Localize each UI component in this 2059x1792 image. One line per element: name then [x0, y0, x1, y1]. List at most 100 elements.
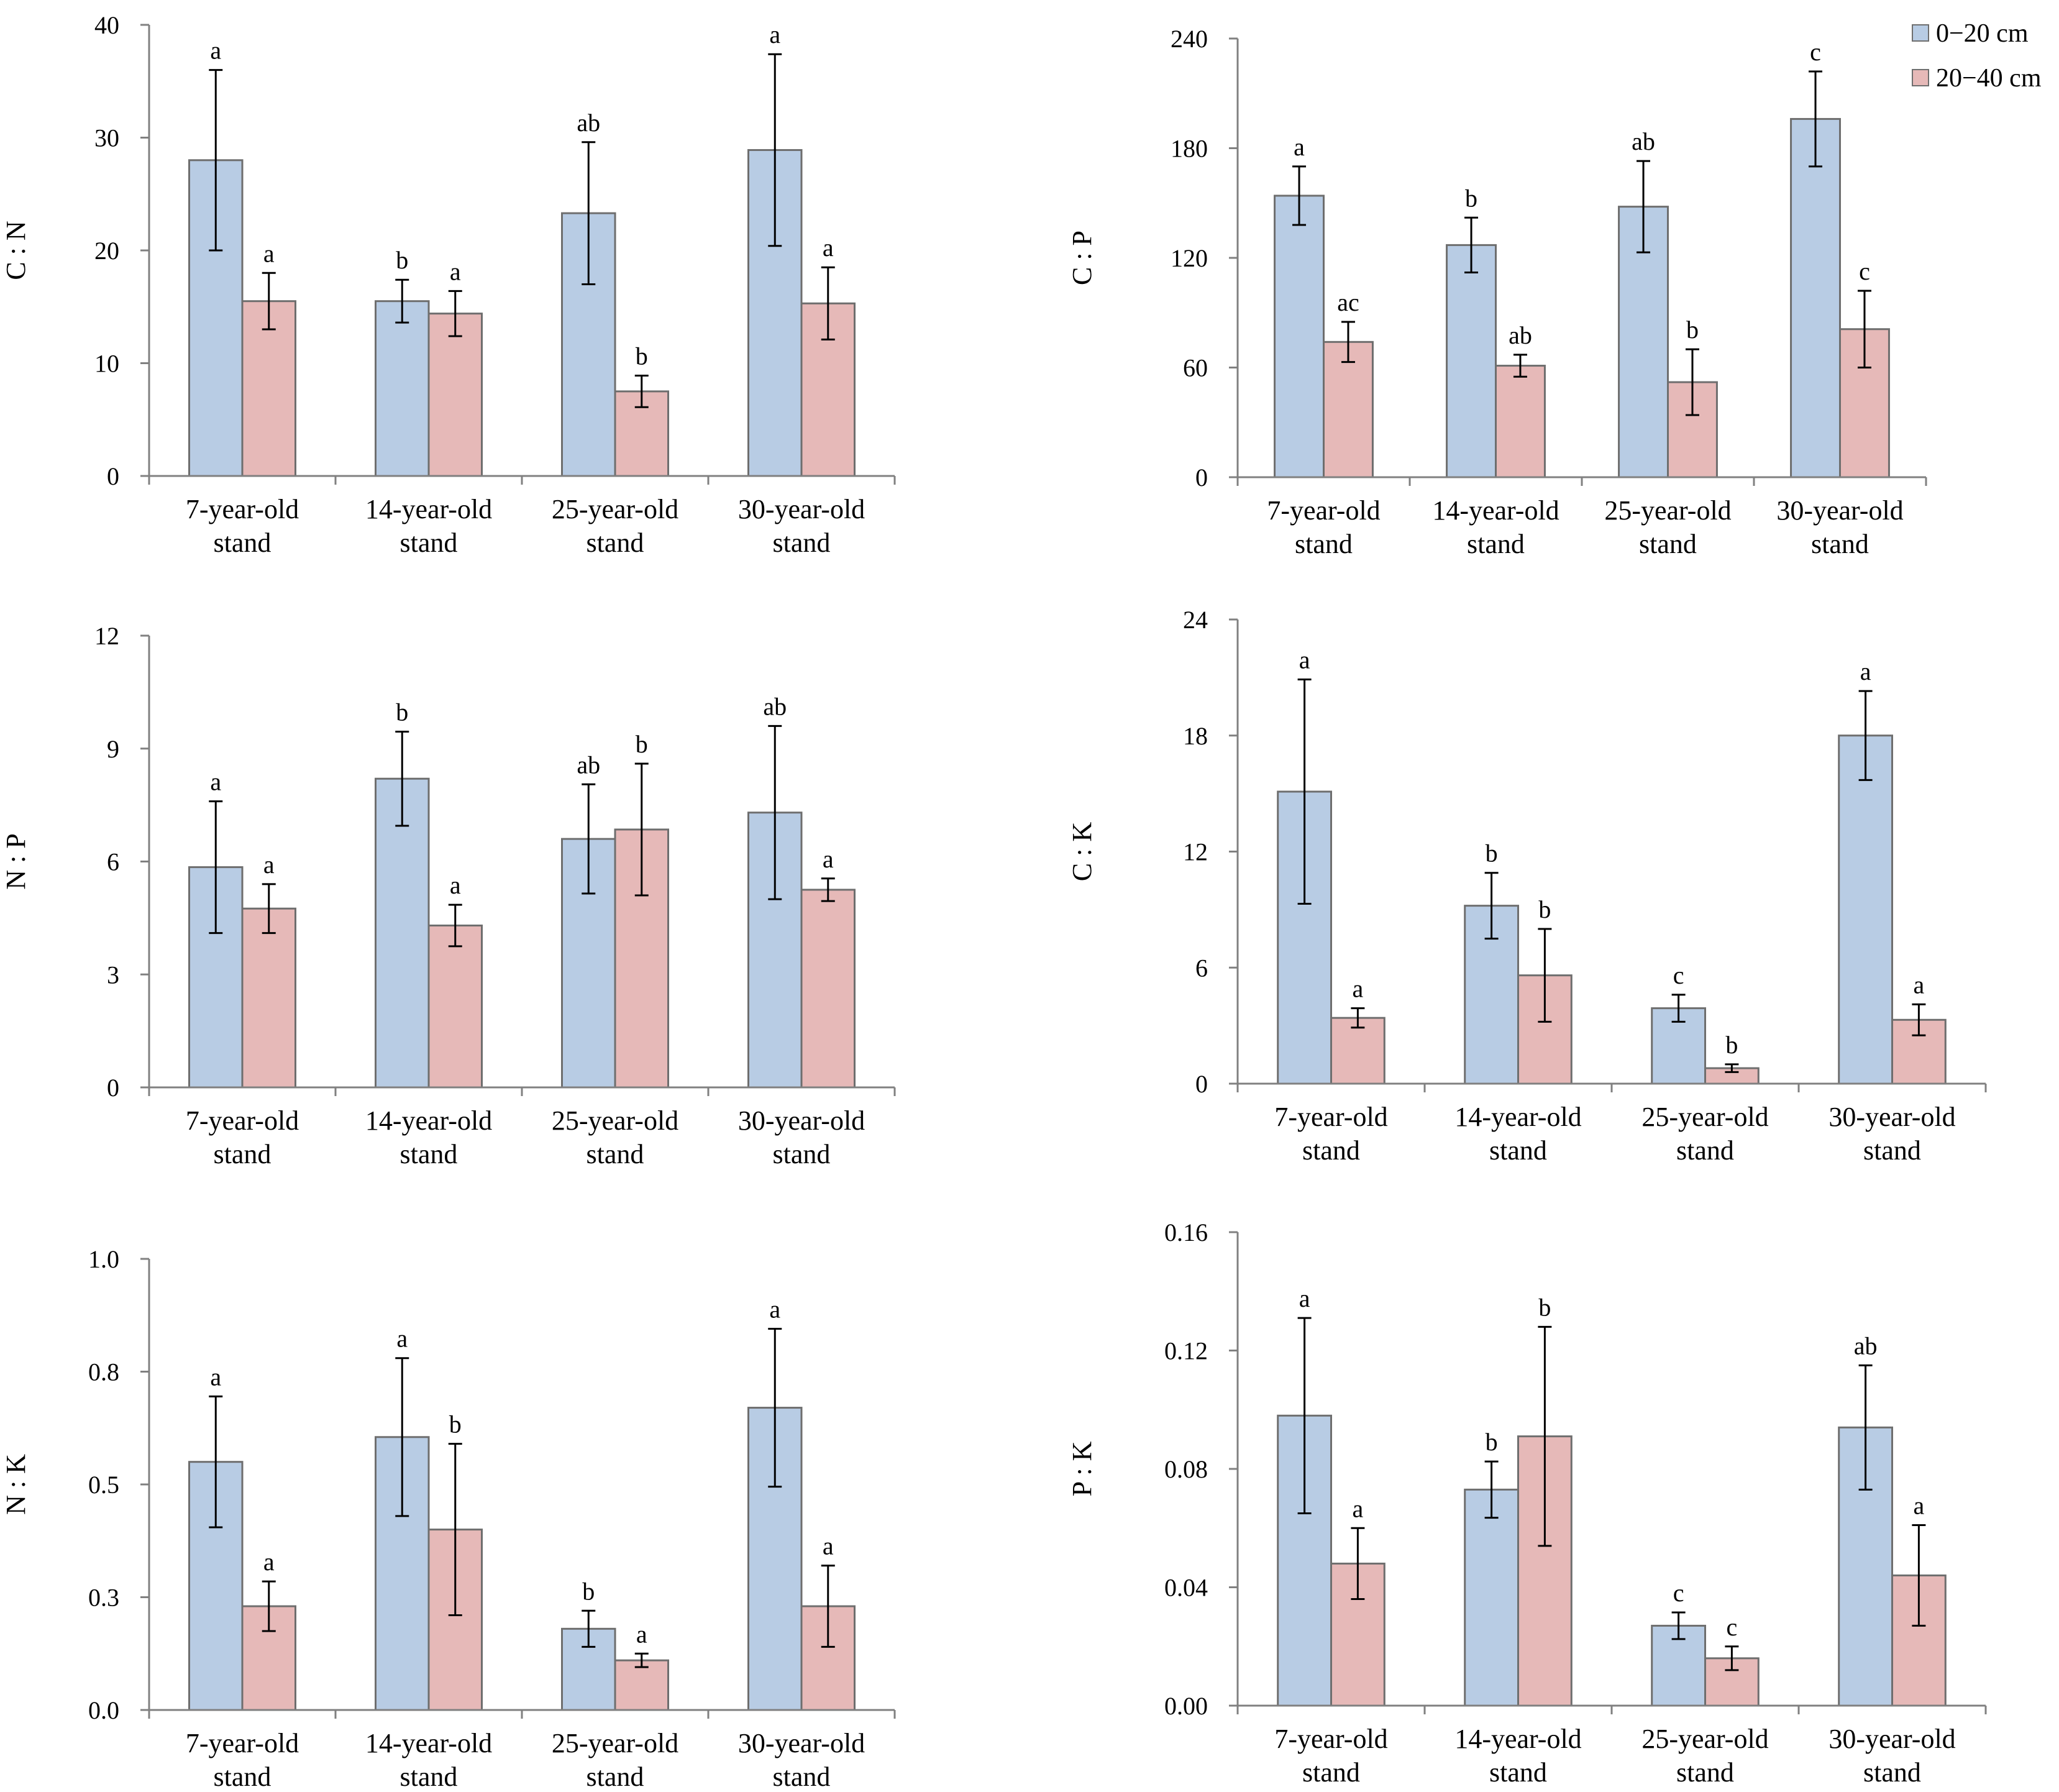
- y-tick-label: 6: [1195, 954, 1208, 982]
- y-tick-label: 0.00: [1164, 1692, 1208, 1720]
- bar-20-40cm-30-year-old: [1891, 1018, 1947, 1085]
- bar-0-20cm-7-year-old: [1274, 194, 1325, 478]
- x-category-label: stand: [1295, 529, 1353, 559]
- x-category-label: 7-year-old: [1274, 1724, 1387, 1754]
- x-category-label: 30-year-old: [1828, 1102, 1955, 1132]
- significance-letter: a: [823, 234, 834, 262]
- panel-c-n: ababaaaba0102030407-year-oldstand14-year…: [1, 11, 896, 558]
- legend: 0−20 cm 20−40 cm: [1912, 19, 2042, 93]
- x-category-label: 14-year-old: [365, 1728, 492, 1758]
- y-tick-label: 12: [94, 622, 119, 650]
- bar-0-20cm-7-year-old: [1277, 1414, 1333, 1707]
- significance-letter: a: [450, 871, 461, 899]
- y-axis-title: C : N: [1, 221, 31, 280]
- y-tick-label: 0: [107, 462, 119, 490]
- significance-letter: a: [263, 851, 275, 879]
- significance-letter: a: [1299, 1284, 1310, 1312]
- x-category-label: 25-year-old: [552, 494, 678, 524]
- y-tick-label: 0.04: [1164, 1574, 1208, 1602]
- significance-letter: a: [263, 1548, 275, 1576]
- significance-letter: ab: [1632, 127, 1655, 155]
- bar-20-40cm-14-year-old: [427, 924, 483, 1089]
- significance-letter: a: [210, 37, 221, 65]
- significance-letter: c: [1859, 257, 1870, 285]
- significance-letter: b: [636, 342, 648, 370]
- x-category-label: 14-year-old: [1454, 1724, 1581, 1754]
- y-tick-label: 0.16: [1164, 1218, 1208, 1246]
- bar-20-40cm-7-year-old: [241, 907, 296, 1089]
- x-category-label: 30-year-old: [738, 1728, 865, 1758]
- x-category-label: stand: [773, 1762, 831, 1792]
- bar-20-40cm-14-year-old: [427, 313, 483, 477]
- significance-letter: a: [823, 845, 834, 873]
- legend-swatch-20-40cm: [1912, 69, 1929, 86]
- significance-letter: b: [1538, 895, 1551, 923]
- x-category-label: stand: [214, 528, 272, 558]
- significance-letter: b: [1486, 839, 1498, 867]
- x-category-label: stand: [587, 1139, 644, 1169]
- x-category-label: stand: [1467, 529, 1525, 559]
- significance-letter: b: [449, 1410, 462, 1438]
- bar-0-20cm-14-year-old: [375, 777, 430, 1089]
- legend-label-20-40cm: 20−40 cm: [1936, 64, 2042, 93]
- y-tick-label: 0.08: [1164, 1455, 1208, 1483]
- y-tick-label: 60: [1183, 354, 1208, 382]
- x-category-label: 30-year-old: [738, 494, 865, 524]
- significance-letter: a: [263, 239, 275, 267]
- y-tick-label: 0: [1195, 464, 1208, 491]
- panel-n-p: abababaaba0369127-year-oldstand14-year-o…: [1, 622, 896, 1169]
- bar-0-20cm-25-year-old: [1651, 1007, 1707, 1085]
- significance-letter: a: [210, 1363, 221, 1391]
- y-tick-label: 0: [107, 1074, 119, 1102]
- significance-letter: a: [1294, 133, 1305, 161]
- y-tick-label: 0.0: [88, 1696, 119, 1724]
- bar-0-20cm-30-year-old: [1790, 117, 1841, 478]
- x-category-label: 25-year-old: [552, 1105, 678, 1136]
- significance-letter: c: [1673, 1579, 1684, 1607]
- y-tick-label: 0.3: [88, 1584, 119, 1612]
- y-tick-label: 12: [1183, 838, 1208, 866]
- x-category-label: stand: [1302, 1757, 1360, 1788]
- significance-letter: a: [1860, 657, 1871, 685]
- significance-letter: a: [210, 768, 221, 796]
- bar-0-20cm-14-year-old: [1464, 1488, 1520, 1707]
- x-category-label: stand: [400, 1762, 458, 1792]
- x-category-label: 7-year-old: [1274, 1102, 1387, 1132]
- x-category-label: stand: [1863, 1135, 1921, 1166]
- x-category-label: 25-year-old: [552, 1728, 678, 1758]
- significance-letter: b: [1538, 1293, 1551, 1321]
- chart-panels: ababaaaba0102030407-year-oldstand14-year…: [1, 11, 1987, 1792]
- significance-letter: a: [769, 1296, 780, 1323]
- x-category-label: 7-year-old: [186, 494, 299, 524]
- significance-letter: b: [396, 246, 408, 274]
- x-category-label: stand: [1676, 1135, 1734, 1166]
- x-category-label: 14-year-old: [1454, 1102, 1581, 1132]
- significance-letter: b: [636, 730, 648, 758]
- x-category-label: stand: [214, 1139, 272, 1169]
- y-tick-label: 120: [1171, 244, 1208, 272]
- x-category-label: 7-year-old: [186, 1728, 299, 1758]
- bar-20-40cm-30-year-old: [800, 889, 856, 1089]
- y-tick-label: 6: [107, 848, 119, 876]
- y-tick-label: 40: [94, 11, 119, 39]
- significance-letter: a: [450, 257, 461, 285]
- x-category-label: 7-year-old: [1267, 495, 1380, 526]
- bar-20-40cm-7-year-old: [1323, 341, 1374, 478]
- significance-letter: ab: [577, 109, 600, 137]
- panel-p-k: abcababca0.000.040.080.120.167-year-olds…: [1067, 1218, 1987, 1788]
- y-axis-title: C : K: [1067, 822, 1097, 882]
- significance-letter: b: [582, 1577, 595, 1605]
- y-tick-label: 180: [1171, 135, 1208, 163]
- significance-letter: b: [1486, 1428, 1498, 1456]
- y-tick-label: 3: [107, 961, 119, 989]
- significance-letter: ab: [1509, 321, 1532, 349]
- significance-letter: a: [1914, 971, 1925, 999]
- significance-letter: ac: [1337, 288, 1359, 316]
- y-tick-label: 0.8: [88, 1358, 119, 1386]
- x-category-label: stand: [1489, 1135, 1547, 1166]
- bar-0-20cm-14-year-old: [375, 300, 430, 477]
- panel-n-k: a a b a a b a a 0.0 0.3 0.5 0.8 1.0 7-year-old stand 14…: [1, 1245, 896, 1792]
- significance-letter: ab: [577, 751, 600, 779]
